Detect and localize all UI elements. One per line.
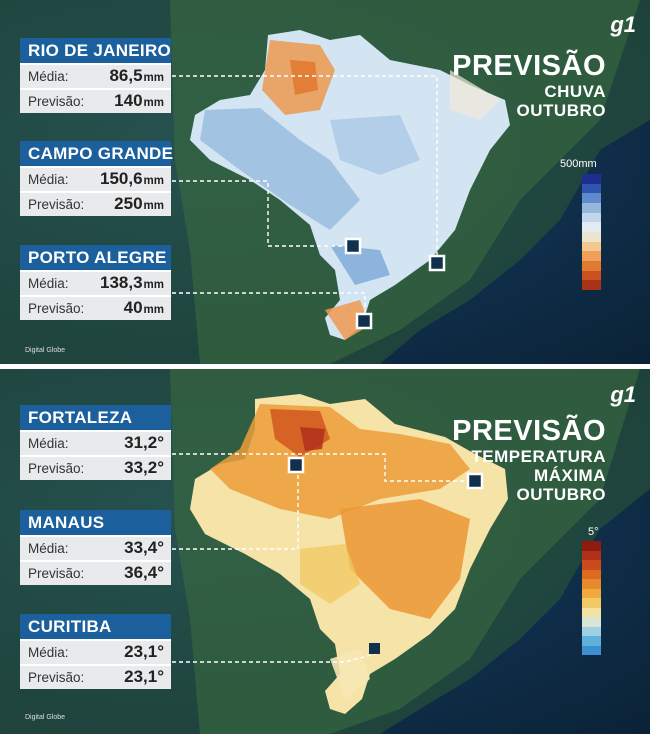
scale-swatch	[582, 617, 601, 627]
previsao-value: 140mm	[114, 91, 164, 110]
scale-swatch	[582, 231, 601, 242]
media-value: 31,2°	[124, 433, 164, 452]
title: PREVISÃO	[452, 415, 606, 447]
marker-rio-de-janeiro	[428, 254, 446, 272]
scale-swatch	[582, 607, 601, 617]
previsao-value: 250mm	[114, 194, 164, 213]
city-name: PORTO ALEGRE	[20, 245, 171, 270]
media-label: Média:	[28, 172, 69, 187]
subtitle-line-3: OUTUBRO	[516, 485, 606, 504]
scale-max-label: 5°	[588, 526, 599, 538]
panel-divider	[0, 364, 650, 369]
previsao-row: Previsão: 140mm	[20, 88, 171, 113]
title: PREVISÃO	[452, 50, 606, 82]
previsao-row: Previsão: 33,2°	[20, 455, 171, 480]
scale-swatch	[582, 579, 601, 589]
previsao-label: Previsão:	[28, 94, 85, 109]
temperature-title-block: PREVISÃO TEMPERATURA MÁXIMA OUTUBRO	[452, 415, 606, 504]
media-row: Média: 86,5mm	[20, 63, 171, 88]
subtitle-line-2: OUTUBRO	[516, 101, 606, 120]
media-value: 23,1°	[124, 642, 164, 661]
scale-swatch	[582, 569, 601, 579]
scale-swatch	[582, 598, 601, 608]
city-card-rio-de-janeiro: RIO DE JANEIRO Média: 86,5mm Previsão: 1…	[20, 38, 171, 113]
previsao-row: Previsão: 250mm	[20, 191, 171, 216]
rain-title-block: PREVISÃO CHUVA OUTUBRO	[452, 50, 606, 120]
media-label: Média:	[28, 541, 69, 556]
city-card-campo-grande: CAMPO GRANDE Média: 150,6mm Previsão: 25…	[20, 141, 173, 216]
previsao-value: 23,1°	[124, 667, 164, 686]
marker-manaus	[287, 456, 305, 474]
previsao-label: Previsão:	[28, 461, 85, 476]
marker-fortaleza	[466, 472, 484, 490]
previsao-value: 40mm	[123, 298, 164, 317]
scale-swatch	[582, 183, 601, 194]
g1-logo: g1	[610, 12, 636, 37]
rain-forecast-panel: RIO DE JANEIRO Média: 86,5mm Previsão: 1…	[0, 0, 650, 364]
marker-campo-grande	[344, 237, 362, 255]
city-card-fortaleza: FORTALEZA Média: 31,2° Previsão: 33,2°	[20, 405, 171, 480]
scale-swatch	[582, 251, 601, 261]
image-credit: Digital Globe	[25, 347, 66, 354]
previsao-value: 33,2°	[124, 458, 164, 477]
scale-swatch	[582, 270, 601, 281]
scale-swatch	[582, 560, 601, 570]
temperature-forecast-panel: FORTALEZA Média: 31,2° Previsão: 33,2° M…	[0, 369, 650, 734]
city-card-curitiba: CURITIBA Média: 23,1° Previsão: 23,1°	[20, 614, 171, 689]
brazil-rain-overlay	[190, 30, 510, 340]
scale-swatch	[582, 541, 601, 551]
city-name: RIO DE JANEIRO	[20, 38, 171, 63]
city-name: MANAUS	[20, 510, 171, 535]
rain-color-scale	[582, 174, 601, 290]
media-row: Média: 33,4°	[20, 535, 171, 560]
city-name: CAMPO GRANDE	[20, 141, 173, 166]
city-name: FORTALEZA	[20, 405, 171, 430]
scale-swatch	[582, 550, 601, 560]
previsao-value: 36,4°	[124, 563, 164, 582]
media-row: Média: 23,1°	[20, 639, 171, 664]
temperature-color-scale	[582, 541, 601, 655]
media-label: Média:	[28, 276, 69, 291]
previsao-label: Previsão:	[28, 670, 85, 685]
marker-curitiba	[369, 643, 380, 654]
scale-swatch	[582, 212, 601, 223]
previsao-label: Previsão:	[28, 301, 85, 316]
media-label: Média:	[28, 69, 69, 84]
scale-swatch	[582, 280, 601, 290]
scale-swatch	[582, 588, 601, 598]
previsao-row: Previsão: 23,1°	[20, 664, 171, 689]
media-row: Média: 150,6mm	[20, 166, 171, 191]
scale-swatch	[582, 193, 601, 203]
scale-swatch	[582, 222, 601, 232]
media-value: 150,6mm	[100, 169, 164, 188]
previsao-label: Previsão:	[28, 197, 85, 212]
city-card-porto-alegre: PORTO ALEGRE Média: 138,3mm Previsão: 40…	[20, 245, 171, 320]
g1-logo: g1	[610, 382, 636, 407]
scale-swatch	[582, 636, 601, 646]
scale-swatch	[582, 260, 601, 271]
scale-swatch	[582, 202, 601, 213]
scale-swatch	[582, 645, 601, 655]
image-credit: Digital Globe	[25, 714, 66, 721]
media-value: 86,5mm	[109, 66, 164, 85]
media-row: Média: 31,2°	[20, 430, 171, 455]
scale-max-label: 500mm	[560, 158, 597, 170]
media-value: 33,4°	[124, 538, 164, 557]
media-label: Média:	[28, 645, 69, 660]
media-value: 138,3mm	[100, 273, 164, 292]
media-label: Média:	[28, 436, 69, 451]
previsao-row: Previsão: 40mm	[20, 295, 171, 320]
subtitle-line-1: CHUVA	[544, 82, 606, 101]
city-name: CURITIBA	[20, 614, 171, 639]
media-row: Média: 138,3mm	[20, 270, 171, 295]
previsao-row: Previsão: 36,4°	[20, 560, 171, 585]
previsao-label: Previsão:	[28, 566, 85, 581]
subtitle-line-1: TEMPERATURA	[471, 447, 606, 466]
city-card-manaus: MANAUS Média: 33,4° Previsão: 36,4°	[20, 510, 171, 585]
scale-swatch	[582, 241, 601, 252]
scale-swatch	[582, 174, 601, 184]
subtitle-line-2: MÁXIMA	[534, 466, 606, 485]
marker-porto-alegre	[355, 312, 373, 330]
scale-swatch	[582, 626, 601, 636]
